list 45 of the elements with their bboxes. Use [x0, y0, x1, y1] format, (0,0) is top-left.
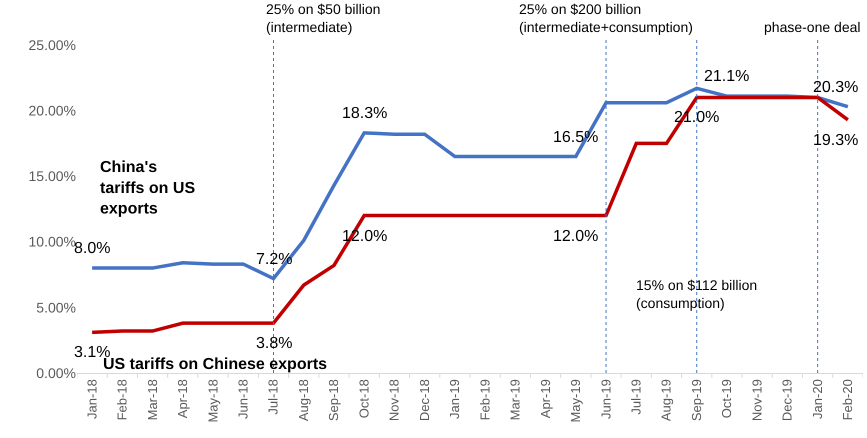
y-tick-label: 25.00%	[28, 36, 76, 53]
x-tick-label: Jul-19	[628, 379, 644, 415]
x-tick-label: Nov-18	[386, 379, 402, 422]
x-tick-label: Feb-19	[477, 379, 492, 420]
data-label: 12.0%	[553, 228, 598, 245]
x-tick-label: Mar-19	[508, 379, 523, 420]
ref-line-label: phase-one deal	[764, 19, 861, 35]
x-tick-label: Jun-18	[235, 379, 250, 419]
x-tick-label: Jul-18	[266, 379, 281, 415]
x-tick-label: Aug-19	[658, 379, 674, 422]
x-tick-label: Mar-18	[144, 379, 160, 420]
x-tick-label: May-18	[205, 379, 220, 423]
x-tick-label: Apr-18	[175, 379, 190, 418]
x-tick-label: Feb-18	[114, 379, 130, 420]
x-tick-label: Sep-18	[326, 379, 342, 422]
ref-line-label: 25% on $50 billion (intermediate)	[266, 1, 380, 36]
x-tick-label: May-19	[568, 379, 584, 423]
x-tick-label: Jun-19	[598, 379, 614, 419]
x-tick-label: Oct-18	[356, 379, 372, 418]
ref-line-label: 15% on $112 billion (consumption)	[636, 277, 758, 312]
x-tick-label: Aug-18	[296, 379, 311, 422]
series-label: US tariffs on Chinese exports	[103, 356, 328, 373]
data-label: 21.1%	[704, 68, 750, 85]
data-label: 19.3%	[813, 132, 858, 149]
x-tick-label: Jan-20	[810, 379, 825, 419]
data-label: 18.3%	[342, 105, 388, 122]
data-label: 20.3%	[813, 79, 858, 96]
y-tick-label: 10.00%	[28, 234, 76, 250]
y-tick-label: 5.00%	[36, 299, 76, 316]
x-tick-label: Dec-19	[780, 379, 795, 422]
data-label: 8.0%	[74, 240, 110, 257]
x-tick-label: Sep-19	[688, 379, 704, 422]
y-tick-label: 15.00%	[28, 168, 76, 184]
x-tick-label: Oct-19	[719, 379, 734, 418]
text: China's tariffs on US exports	[100, 159, 196, 218]
y-tick-label: 0.00%	[36, 364, 76, 381]
y-tick-label: 20.00%	[28, 102, 76, 118]
data-label: 3.8%	[256, 335, 292, 352]
x-tick-label: Dec-18	[416, 379, 432, 422]
x-tick-label: Feb-20	[840, 379, 856, 420]
x-tick-label: Nov-19	[749, 379, 764, 422]
ref-line-label: 25% on $200 billion (intermediate+consumption)	[519, 1, 693, 36]
x-tick-label: Jan-19	[447, 379, 462, 419]
x-tick-label: Apr-19	[538, 379, 553, 418]
x-tick-label: Jan-18	[84, 379, 100, 419]
